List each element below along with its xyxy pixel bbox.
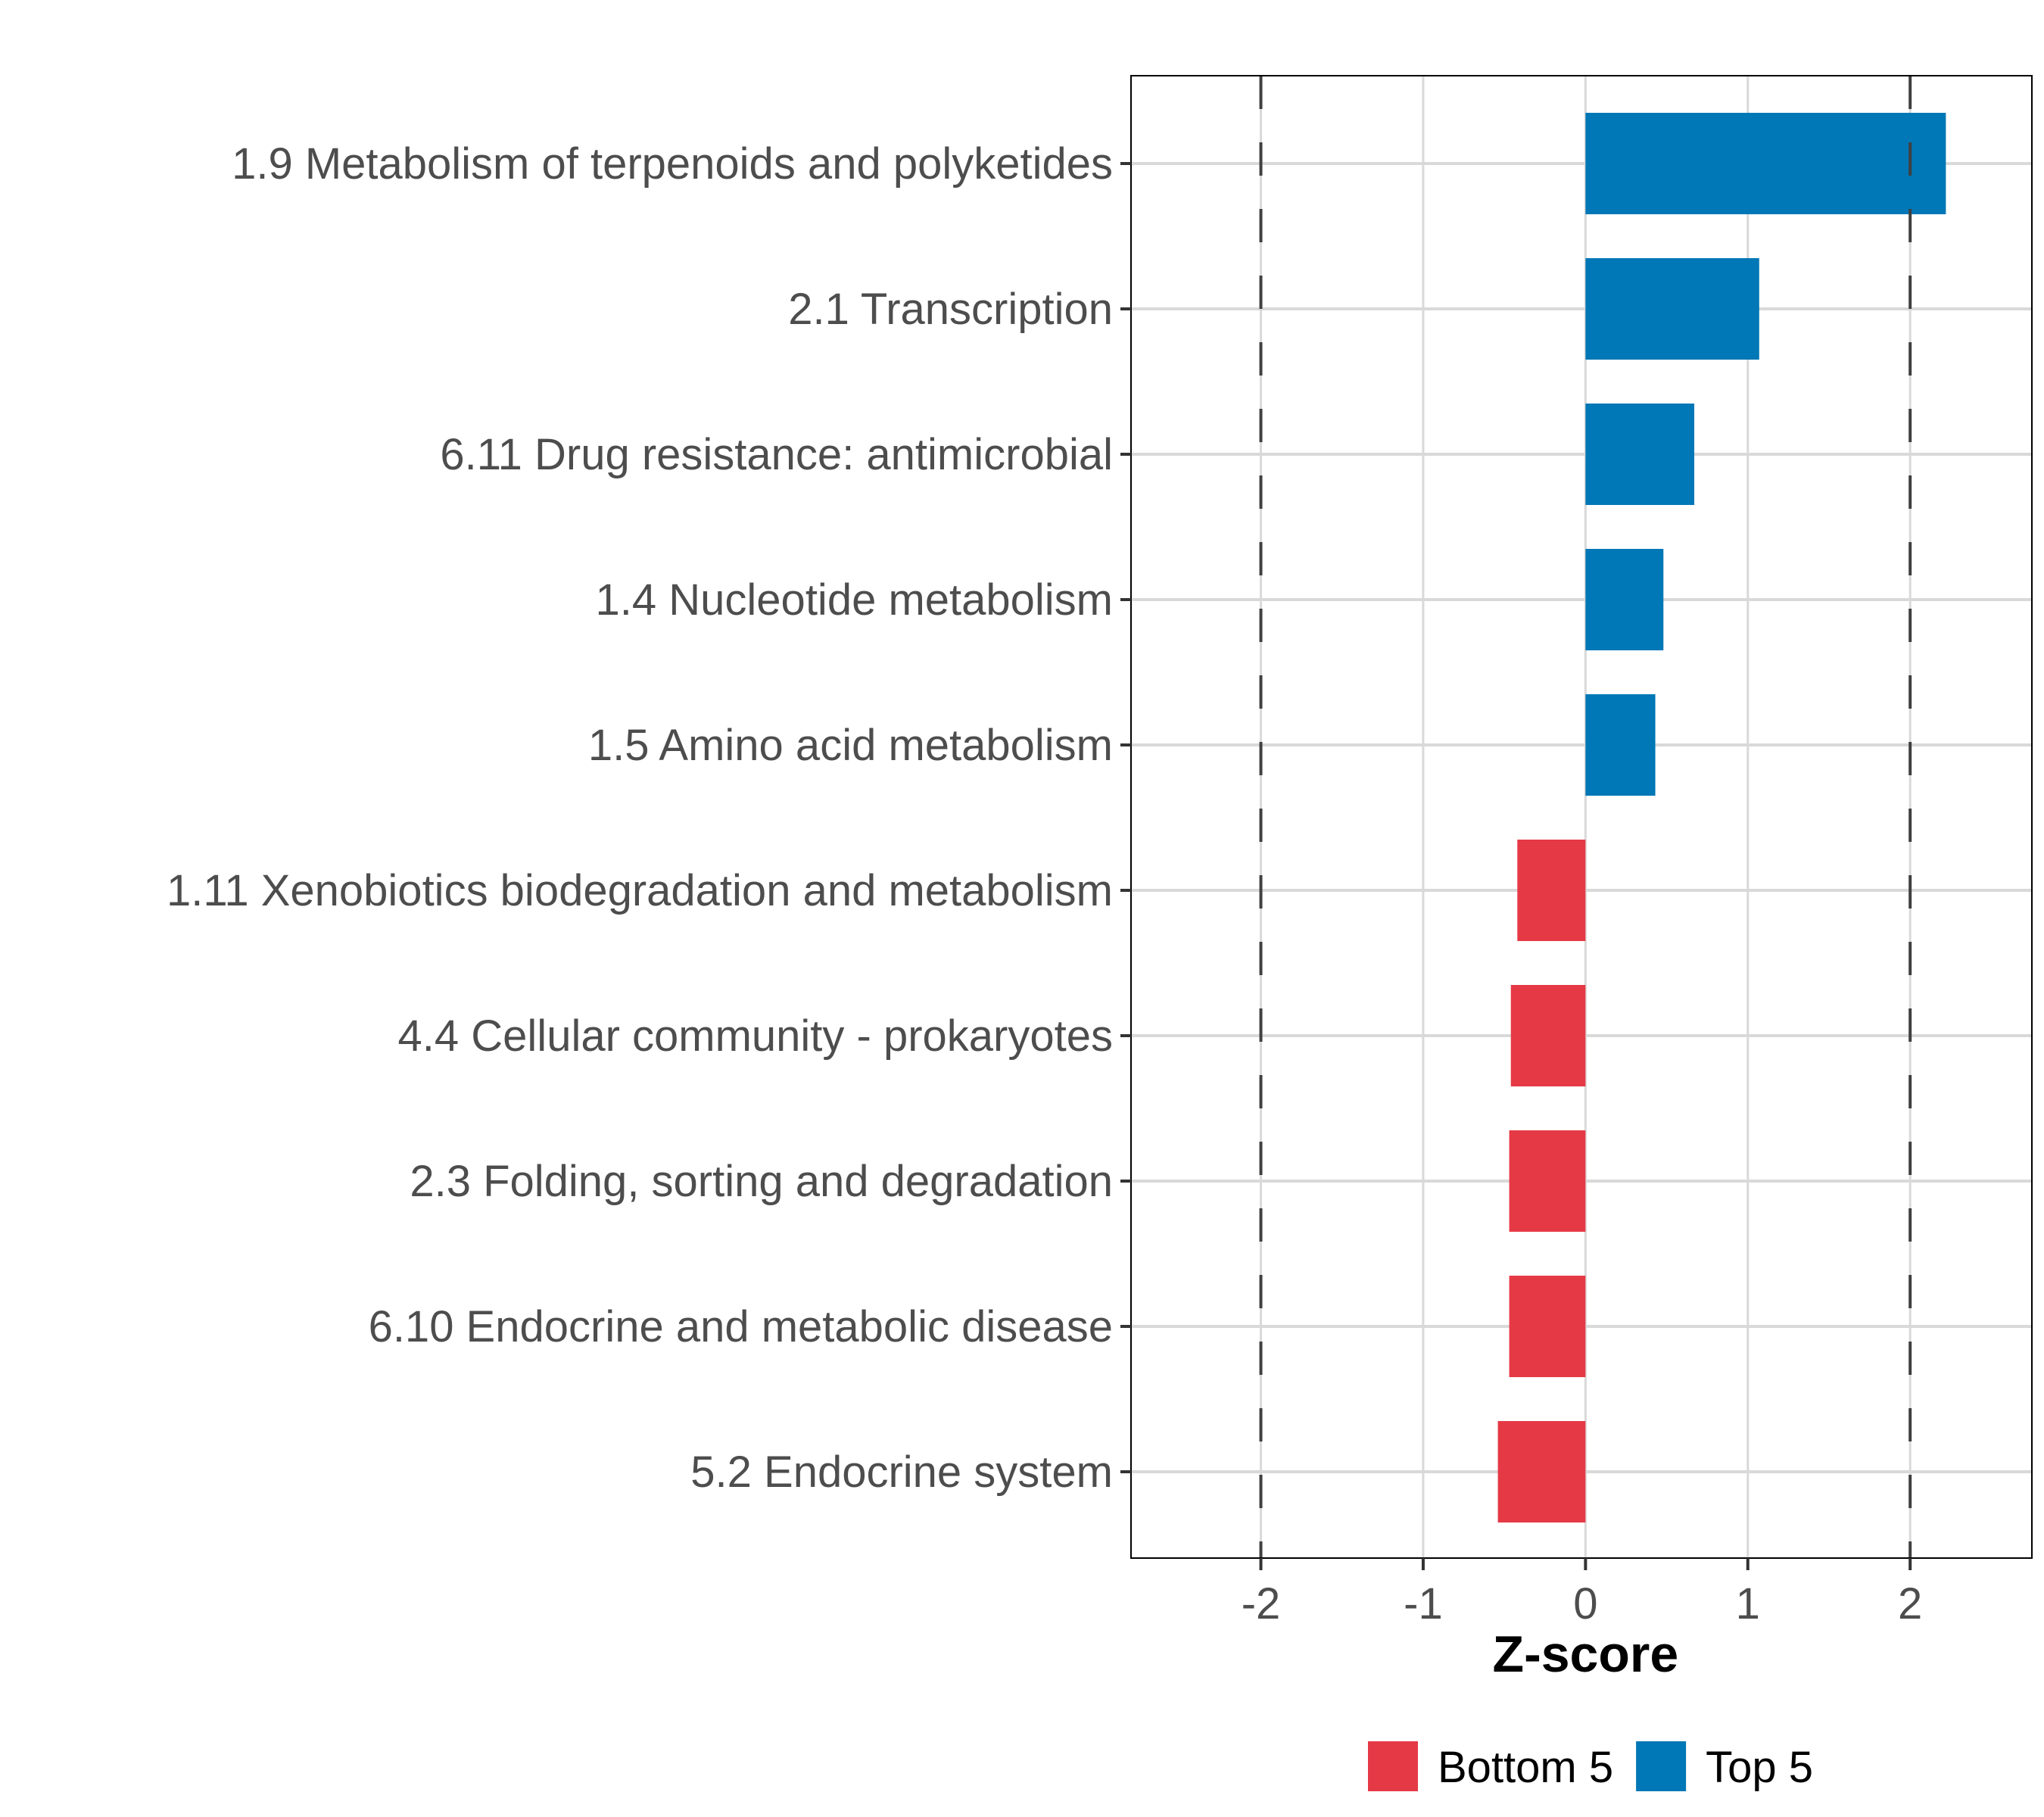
bar <box>1585 404 1695 505</box>
x-axis-title: Z-score <box>1493 1625 1679 1683</box>
x-tick-label: -2 <box>1242 1579 1281 1628</box>
y-tick-label: 2.1 Transcription <box>788 285 1113 334</box>
bar <box>1517 840 1586 941</box>
y-tick-label: 1.4 Nucleotide metabolism <box>596 575 1113 625</box>
legend-label: Bottom 5 <box>1438 1743 1613 1792</box>
x-tick-label: 0 <box>1573 1579 1597 1628</box>
legend-item: Bottom 5 <box>1368 1741 1613 1792</box>
bars <box>1497 113 1946 1522</box>
y-tick-label: 1.9 Metabolism of terpenoids and polyket… <box>232 139 1113 189</box>
x-tick-label: 2 <box>1898 1579 1922 1628</box>
bar <box>1585 549 1664 650</box>
bar <box>1509 1130 1586 1232</box>
legend-label: Top 5 <box>1706 1743 1813 1792</box>
x-axis-ticks: -2 -1 0 1 2 <box>1242 1558 1922 1628</box>
y-tick-label: 6.10 Endocrine and metabolic disease <box>369 1302 1113 1351</box>
legend-swatch <box>1636 1741 1687 1791</box>
x-tick-label: -1 <box>1404 1579 1443 1628</box>
y-axis-ticks: 1.9 Metabolism of terpenoids and polyket… <box>167 139 1131 1497</box>
y-tick-label: 4.4 Cellular community - prokaryotes <box>398 1011 1113 1061</box>
legend-item: Top 5 <box>1636 1741 1813 1792</box>
bar <box>1497 1421 1586 1522</box>
y-tick-label: 1.11 Xenobiotics biodegradation and meta… <box>167 866 1113 915</box>
bar <box>1585 258 1759 360</box>
bar <box>1585 694 1656 796</box>
bar <box>1509 1276 1586 1377</box>
bar <box>1585 113 1946 214</box>
bar <box>1510 985 1586 1086</box>
y-tick-label: 5.2 Endocrine system <box>690 1448 1113 1497</box>
reference-lines <box>1259 76 1912 1558</box>
y-tick-label: 6.11 Drug resistance: antimicrobial <box>440 430 1113 479</box>
panel-border <box>1130 75 2033 1559</box>
legend-swatch <box>1368 1741 1418 1791</box>
y-tick-label: 1.5 Amino acid metabolism <box>588 721 1113 770</box>
y-tick-label: 2.3 Folding, sorting and degradation <box>410 1157 1113 1206</box>
legend: Bottom 5 Top 5 <box>1368 1741 1813 1792</box>
x-tick-label: 1 <box>1736 1579 1760 1628</box>
